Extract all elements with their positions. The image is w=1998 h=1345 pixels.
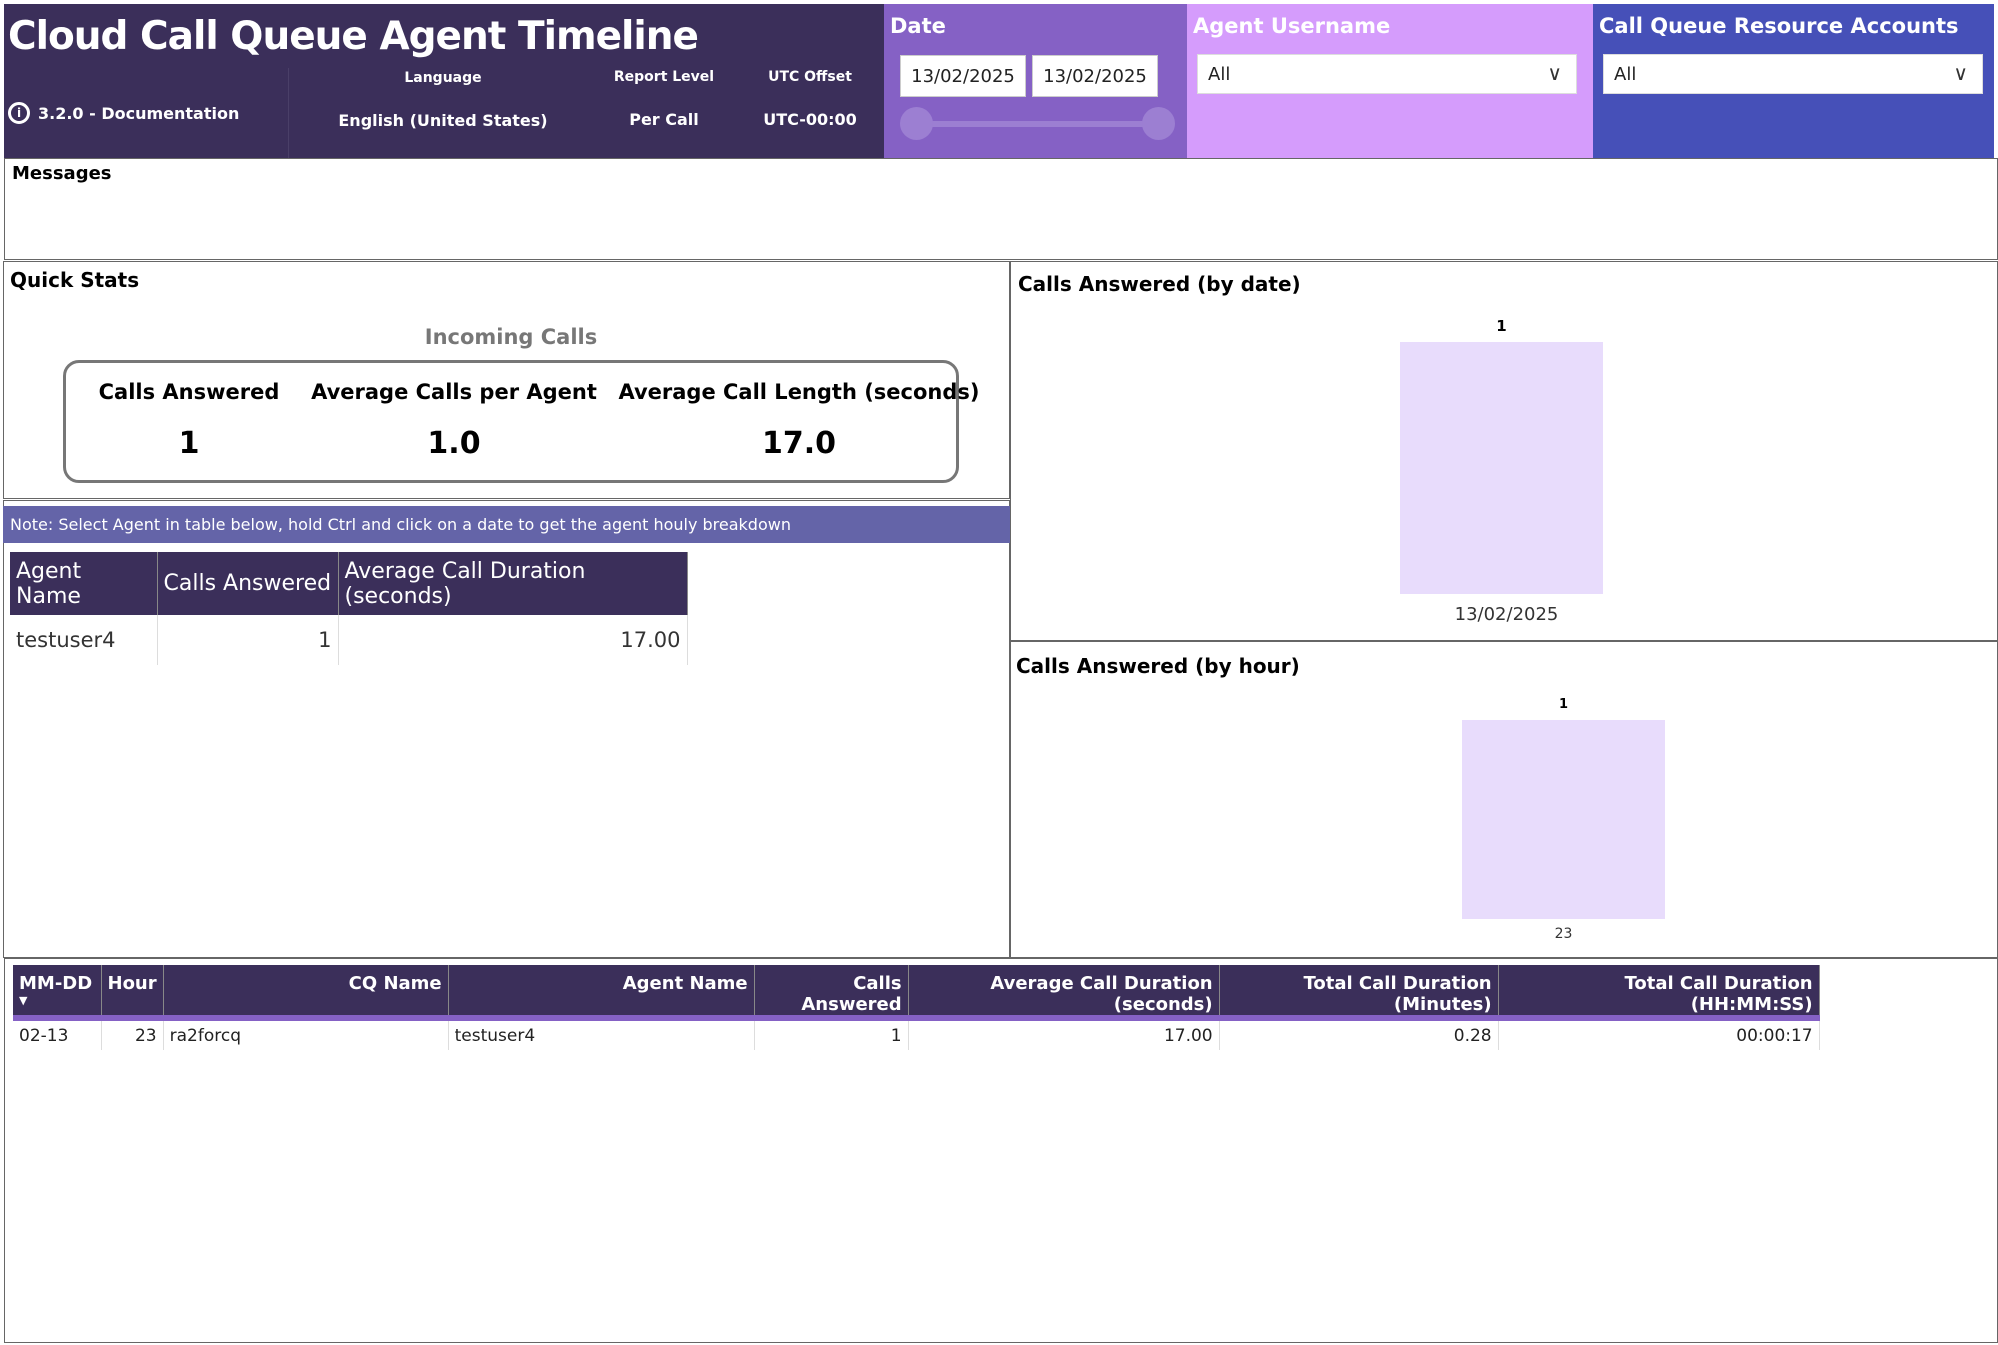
date-label: Date <box>890 14 946 38</box>
col-agent-name[interactable]: Agent Name <box>448 965 755 1021</box>
language-label: Language <box>404 70 482 86</box>
report-level-value: Per Call <box>629 110 699 129</box>
stat-label: Calls Answered <box>98 380 280 404</box>
utc-offset-value: UTC-00:00 <box>763 110 857 129</box>
col-total-call-duration-hms[interactable]: Total Call Duration (HH:MM:SS) <box>1498 965 1820 1021</box>
cq-accounts-dropdown[interactable]: All ∨ <box>1603 54 1983 94</box>
note-banner: Note: Select Agent in table below, hold … <box>3 506 1010 543</box>
utc-offset-label: UTC Offset <box>768 69 852 85</box>
col-hour[interactable]: Hour <box>101 965 164 1021</box>
incoming-calls-label: Incoming Calls <box>424 325 598 349</box>
chart-title: Calls Answered (by date) <box>1018 272 1301 296</box>
stats-card <box>63 360 959 483</box>
stat-calls-answered: Calls Answered 1 <box>64 380 314 461</box>
cell-total-call-duration-hms[interactable]: 00:00:17 <box>1498 1018 1820 1050</box>
cell-mm-dd[interactable]: 02-13 <box>13 1018 102 1050</box>
column-label: Average Call Duration (seconds) <box>990 973 1213 1015</box>
messages-title: Messages <box>12 163 112 184</box>
cell-agent-name[interactable]: testuser4 <box>10 615 158 665</box>
column-label: Total Call Duration (HH:MM:SS) <box>1624 973 1813 1015</box>
chevron-down-icon: ∨ <box>1547 61 1562 85</box>
language-value: English (United States) <box>338 111 548 130</box>
agent-table: Agent Name Calls Answered Average Call D… <box>10 552 688 665</box>
col-avg-call-duration[interactable]: Average Call Duration (seconds) <box>338 552 688 615</box>
report-level-label: Report Level <box>613 69 715 85</box>
column-label: Calls Answered <box>801 973 902 1015</box>
col-calls-answered[interactable]: Calls Answered <box>157 552 339 615</box>
col-cq-name[interactable]: CQ Name <box>163 965 449 1021</box>
cell-agent-name[interactable]: testuser4 <box>448 1018 755 1050</box>
info-icon: i <box>8 102 30 124</box>
chart-title: Calls Answered (by hour) <box>1016 654 1300 678</box>
col-total-call-duration-min[interactable]: Total Call Duration (Minutes) <box>1219 965 1499 1021</box>
page-title: Cloud Call Queue Agent Timeline <box>8 14 699 59</box>
agent-username-value: All <box>1208 63 1231 85</box>
cq-accounts-filter: Call Queue Resource Accounts All ∨ <box>1593 4 1994 158</box>
cell-cq-name[interactable]: ra2forcq <box>163 1018 449 1050</box>
column-label: CQ Name <box>348 973 442 994</box>
cell-total-call-duration-min[interactable]: 0.28 <box>1219 1018 1499 1050</box>
chart-by-date: Calls Answered (by date) 1 13/02/2025 <box>1010 261 1998 641</box>
date-filter: Date 13/02/2025 13/02/2025 <box>884 4 1187 158</box>
column-label: Agent Name <box>622 973 748 994</box>
language-card <box>288 68 598 158</box>
cell-calls-answered[interactable]: 1 <box>157 615 339 665</box>
chart-by-hour: Calls Answered (by hour) 1 23 <box>1010 641 1998 958</box>
chevron-down-icon: ∨ <box>1953 61 1968 85</box>
cell-hour[interactable]: 23 <box>101 1018 164 1050</box>
detail-table: MM-DD ▼ Hour CQ Name Agent Name Calls Answere… <box>13 965 1820 1050</box>
bar-hour-23[interactable] <box>1462 720 1665 919</box>
x-tick-label: 13/02/2025 <box>1454 604 1559 625</box>
stat-avg-call-length: Average Call Length (seconds) 17.0 <box>614 380 984 461</box>
cell-calls-answered[interactable]: 1 <box>754 1018 909 1050</box>
data-label: 1 <box>1496 317 1507 335</box>
cq-accounts-label: Call Queue Resource Accounts <box>1599 14 1959 38</box>
col-agent-name[interactable]: Agent Name <box>10 552 158 615</box>
data-label: 1 <box>1558 697 1569 712</box>
stat-label: Average Calls per Agent <box>311 380 597 404</box>
sort-desc-icon[interactable]: ▼ <box>19 994 28 1007</box>
col-calls-answered[interactable]: Calls Answered <box>754 965 909 1021</box>
stat-avg-calls-per-agent: Average Calls per Agent 1.0 <box>304 380 604 461</box>
stat-value: 17.0 <box>761 426 837 461</box>
cq-accounts-value: All <box>1614 63 1637 85</box>
bar-13-02-2025[interactable] <box>1400 342 1603 594</box>
date-slider-start-handle[interactable] <box>900 107 933 140</box>
quick-stats-title: Quick Stats <box>10 268 140 292</box>
column-label: Total Call Duration (Minutes) <box>1303 973 1492 1015</box>
date-slider-track[interactable] <box>914 121 1144 127</box>
version-link[interactable]: i 3.2.0 - Documentation <box>8 102 239 124</box>
table-row[interactable]: testuser4 1 17.00 <box>10 615 688 665</box>
cell-avg-duration[interactable]: 17.00 <box>338 615 688 665</box>
agent-username-label: Agent Username <box>1193 14 1391 38</box>
agent-username-filter: Agent Username All ∨ <box>1187 4 1593 158</box>
date-end-input[interactable]: 13/02/2025 <box>1032 55 1158 97</box>
stat-label: Average Call Length (seconds) <box>618 380 980 404</box>
quick-stats-panel: Quick Stats Incoming Calls Calls Answere… <box>3 261 1010 499</box>
x-tick-label: 23 <box>1554 926 1573 942</box>
column-label: MM-DD <box>19 973 93 994</box>
agent-username-dropdown[interactable]: All ∨ <box>1197 54 1577 94</box>
messages-panel: Messages <box>4 158 1998 260</box>
stat-value: 1.0 <box>427 426 481 461</box>
date-start-input[interactable]: 13/02/2025 <box>900 55 1026 97</box>
table-row[interactable]: 02-13 23 ra2forcq testuser4 1 17.00 0.28 00:00:… <box>13 1018 1820 1050</box>
column-label: Hour <box>107 973 157 994</box>
col-mm-dd[interactable]: MM-DD ▼ <box>13 965 102 1021</box>
date-slider-end-handle[interactable] <box>1142 107 1175 140</box>
version-label: 3.2.0 - Documentation <box>38 103 240 123</box>
cell-avg-call-duration[interactable]: 17.00 <box>908 1018 1220 1050</box>
col-avg-call-duration[interactable]: Average Call Duration (seconds) <box>908 965 1220 1021</box>
stat-value: 1 <box>178 426 200 461</box>
